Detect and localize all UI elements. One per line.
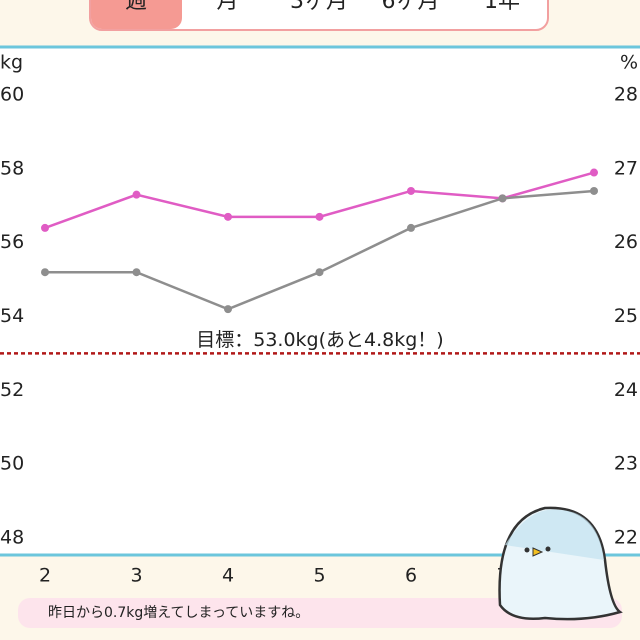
y2-tick-label: 23: [614, 453, 638, 475]
tab-bar: [89, 0, 549, 31]
mascot-eye: [545, 546, 551, 552]
tab-label[interactable]: 週: [125, 0, 147, 14]
y-tick-label: 56: [0, 231, 24, 253]
x-tick-label: 3: [130, 565, 142, 587]
y-axis-label: kg: [0, 52, 23, 74]
point: [315, 268, 324, 277]
tab-label[interactable]: 6ヶ月: [382, 0, 440, 14]
mascot-eye: [524, 547, 530, 553]
chart-bg: [0, 47, 640, 555]
tab-label[interactable]: 1年: [484, 0, 520, 14]
point: [132, 268, 141, 277]
y2-tick-label: 26: [614, 231, 638, 253]
x-tick-label: 6: [405, 565, 417, 587]
point: [41, 268, 49, 277]
y-tick-label: 54: [0, 305, 24, 327]
y2-tick-label: 27: [614, 157, 638, 179]
point: [590, 168, 598, 177]
point: [315, 212, 324, 221]
y-tick-label: 58: [0, 157, 24, 179]
point: [224, 212, 232, 221]
point: [41, 223, 49, 232]
mascot: [498, 506, 623, 621]
x-tick-label: 5: [313, 565, 325, 587]
tab-selected: [91, 0, 182, 29]
y-tick-label: 52: [0, 379, 24, 401]
x-tick-label: 2: [39, 565, 51, 587]
point: [498, 194, 507, 203]
x-tick-label: 4: [222, 565, 234, 587]
message: 昨日から0.7kg増えてしまっていますね。: [48, 605, 309, 621]
y2-tick-label: 24: [614, 379, 638, 401]
mascot-shade: [505, 509, 604, 560]
target-label: 目標：53.0kg(あと4.8kg！): [196, 329, 443, 351]
point: [590, 186, 598, 195]
point: [407, 223, 415, 232]
tab-label[interactable]: 月: [216, 0, 238, 14]
y-tick-label: 60: [0, 84, 24, 106]
point: [224, 305, 232, 314]
y2-axis-label: %: [620, 52, 638, 74]
point: [407, 186, 415, 195]
y2-tick-label: 28: [614, 84, 638, 106]
message-box: [18, 598, 622, 628]
point: [132, 190, 141, 199]
mascot-beak: [532, 547, 544, 557]
y2-tick-label: 25: [614, 305, 638, 327]
y2-tick-label: 22: [614, 527, 638, 549]
y-tick-label: 50: [0, 453, 24, 475]
tab-label[interactable]: 3ヶ月: [290, 0, 348, 14]
y-tick-label: 48: [0, 527, 24, 549]
